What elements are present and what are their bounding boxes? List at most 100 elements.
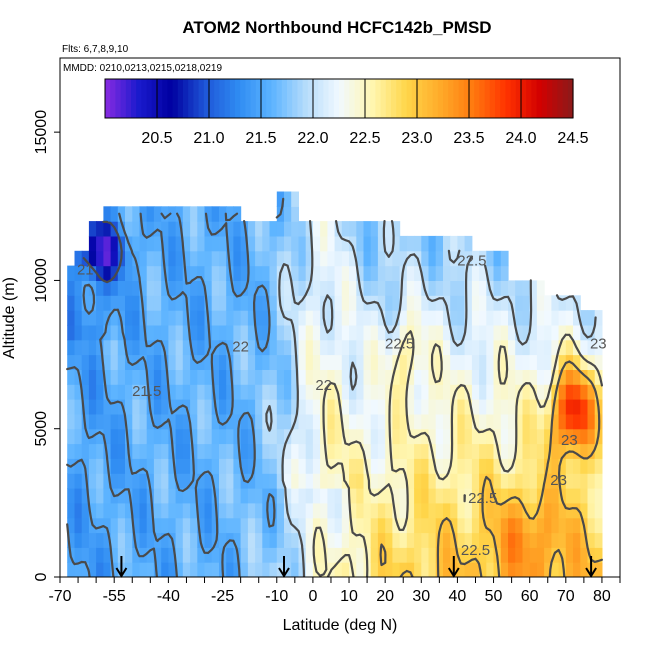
heatmap-cell [190,369,198,385]
heatmap-cell [551,547,560,563]
heatmap-cell [298,502,307,519]
heatmap-cell [486,399,495,415]
heatmap-cell [211,265,220,281]
heatmap-cell [276,517,285,534]
heatmap-cell [349,488,357,504]
heatmap-cell [349,235,357,252]
heatmap-cell [175,428,184,445]
heatmap-cell [377,562,386,577]
heatmap-cell [262,502,271,519]
heatmap-cell [471,280,480,296]
heatmap-cell [464,280,473,296]
heatmap-cell [443,354,451,370]
heatmap-cell [81,562,90,577]
heatmap-cell [161,443,169,459]
heatmap-cell [363,399,372,415]
x-tick-label: 50 [485,588,503,605]
colorbar-swatch [427,79,434,118]
heatmap-cell [377,250,386,267]
heatmap-cell [356,354,365,370]
heatmap-cell [471,428,480,445]
colorbar-swatch [479,79,486,118]
heatmap-cell [211,369,220,385]
heatmap-cell [197,384,206,400]
heatmap-cell [233,310,242,326]
heatmap-cell [450,547,458,563]
heatmap-cell [233,473,242,489]
heatmap-cell [370,399,379,415]
heatmap-cell [211,354,220,370]
heatmap-cell [508,473,516,489]
heatmap-cell [110,250,119,267]
heatmap-cell [139,532,148,548]
heatmap-cell [81,354,90,370]
heatmap-cell [298,399,307,415]
heatmap-cell [493,428,502,445]
flights-note: Flts: 6,7,8,9,10 [62,44,129,55]
heatmap-cell [139,399,148,415]
heatmap-cell [392,250,401,267]
heatmap-cell [471,250,480,267]
heatmap-cell [334,310,343,326]
colorbar-swatch [229,79,236,118]
heatmap-cell [262,458,271,474]
heatmap-cell [435,517,444,534]
heatmap-cell [594,458,603,474]
heatmap-cell [334,399,343,415]
heatmap-cell [291,384,299,400]
heatmap-cell [312,235,321,252]
heatmap-cell [464,473,473,489]
heatmap-cell [161,295,169,311]
heatmap-cell [406,517,415,534]
heatmap-cell [370,339,379,356]
heatmap-cell [67,413,75,430]
heatmap-cell [435,488,444,504]
heatmap-cell [399,562,408,577]
colorbar-swatch [484,79,491,118]
heatmap-cell [356,517,365,534]
heatmap-cell [508,310,516,326]
heatmap-cell [349,265,357,281]
heatmap-cell [139,235,148,252]
heatmap-cell [175,443,184,459]
heatmap-cell [573,532,581,548]
heatmap-cell [182,488,191,504]
colorbar-swatch [110,79,116,118]
heatmap-cell [74,265,83,281]
heatmap-cell [168,354,177,370]
heatmap-cell [399,295,408,311]
heatmap-cell [96,265,104,281]
heatmap-cell [500,488,509,504]
heatmap-cell [587,488,596,504]
heatmap-cell [81,280,90,296]
heatmap-cell [479,384,487,400]
heatmap-cell [67,473,75,489]
heatmap-cell [551,502,560,519]
heatmap-cell [197,502,206,519]
colorbar-swatch [339,79,345,118]
heatmap-cell [356,562,365,577]
heatmap-cell [349,458,357,474]
heatmap-cell [522,473,531,489]
heatmap-cell [414,399,422,415]
heatmap-cell [356,235,365,252]
heatmap-cell [88,502,97,519]
heatmap-cell [262,354,271,370]
heatmap-cell [443,250,451,267]
heatmap-cell [255,473,263,489]
heatmap-cell [399,339,408,356]
heatmap-cell [110,265,119,281]
heatmap-cell [312,488,321,504]
heatmap-cell [88,265,97,281]
heatmap-cell [190,547,198,563]
heatmap-cell [486,428,495,445]
heatmap-cell [132,473,141,489]
heatmap-cell [175,502,184,519]
heatmap-cell [544,310,552,326]
heatmap-cell [67,428,75,445]
heatmap-cell [240,384,249,400]
heatmap-cell [67,280,75,296]
heatmap-cell [457,502,466,519]
heatmap-cell [551,324,560,341]
heatmap-cell [414,502,422,519]
